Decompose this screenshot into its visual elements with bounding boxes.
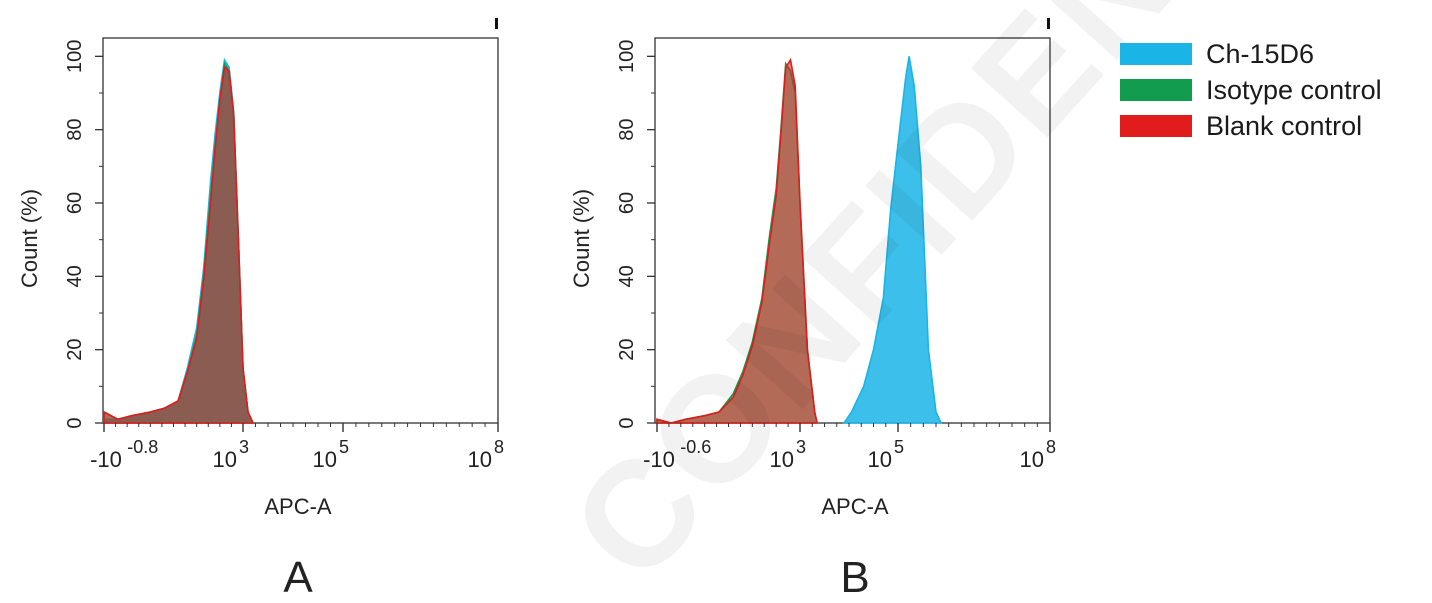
y-tick-label: 20 xyxy=(64,339,86,361)
y-tick-label: 60 xyxy=(64,192,86,214)
x-tick-exponent: 8 xyxy=(1046,437,1056,457)
legend-label: Ch-15D6 xyxy=(1206,38,1315,69)
plot-frame xyxy=(102,37,499,424)
legend-item-blank-control: Blank control xyxy=(1120,108,1382,144)
legend-swatch-isotype-control xyxy=(1120,79,1192,101)
x-tick-label: 10 xyxy=(770,447,794,472)
legend-swatch-blank-control xyxy=(1120,115,1192,137)
x-axis-label: APC-A xyxy=(264,494,332,519)
x-tick-exponent: 8 xyxy=(494,437,504,457)
x-tick-exponent: -0.8 xyxy=(127,437,158,457)
legend-label: Blank control xyxy=(1206,110,1363,141)
x-tick-exponent: -0.6 xyxy=(680,437,711,457)
x-tick-label: -10 xyxy=(90,447,122,472)
legend-label: Isotype control xyxy=(1206,74,1382,105)
plot-frame xyxy=(654,37,1051,424)
y-tick-label: 100 xyxy=(616,40,638,73)
corner-marker xyxy=(495,18,498,29)
y-axis-label: Count (%) xyxy=(569,189,594,288)
x-tick-label: 10 xyxy=(468,447,492,472)
x-tick-label: -10 xyxy=(643,447,675,472)
legend-item-isotype-control: Isotype control xyxy=(1120,72,1382,108)
y-tick-label: 0 xyxy=(616,417,638,428)
y-tick-label: 100 xyxy=(64,40,86,73)
y-tick-label: 60 xyxy=(616,192,638,214)
panel-label: B xyxy=(840,553,869,602)
y-tick-label: 0 xyxy=(64,417,86,428)
corner-marker xyxy=(1047,18,1050,29)
y-tick-label: 20 xyxy=(616,339,638,361)
x-axis-label: APC-A xyxy=(821,494,889,519)
legend-item-ch-15d6: Ch-15D6 xyxy=(1120,36,1382,72)
x-tick-exponent: 3 xyxy=(796,437,806,457)
series-area-blank-control xyxy=(656,57,818,424)
panel-label: A xyxy=(283,553,313,602)
y-tick-label: 80 xyxy=(616,119,638,141)
x-tick-label: 10 xyxy=(213,447,237,472)
x-tick-exponent: 3 xyxy=(239,437,249,457)
y-tick-label: 80 xyxy=(64,119,86,141)
series-area-blank-control xyxy=(103,65,255,424)
y-axis-label: Count (%) xyxy=(17,189,42,288)
x-tick-label: 10 xyxy=(1020,447,1044,472)
x-tick-exponent: 5 xyxy=(894,437,904,457)
x-tick-label: 10 xyxy=(313,447,337,472)
y-tick-label: 40 xyxy=(64,265,86,287)
x-tick-label: 10 xyxy=(868,447,892,472)
x-tick-exponent: 5 xyxy=(339,437,349,457)
legend-swatch-ch-15d6 xyxy=(1120,43,1192,65)
series-area-ch-15d6 xyxy=(842,56,943,424)
legend: Ch-15D6 Isotype control Blank control xyxy=(1120,36,1382,144)
y-tick-label: 40 xyxy=(616,265,638,287)
